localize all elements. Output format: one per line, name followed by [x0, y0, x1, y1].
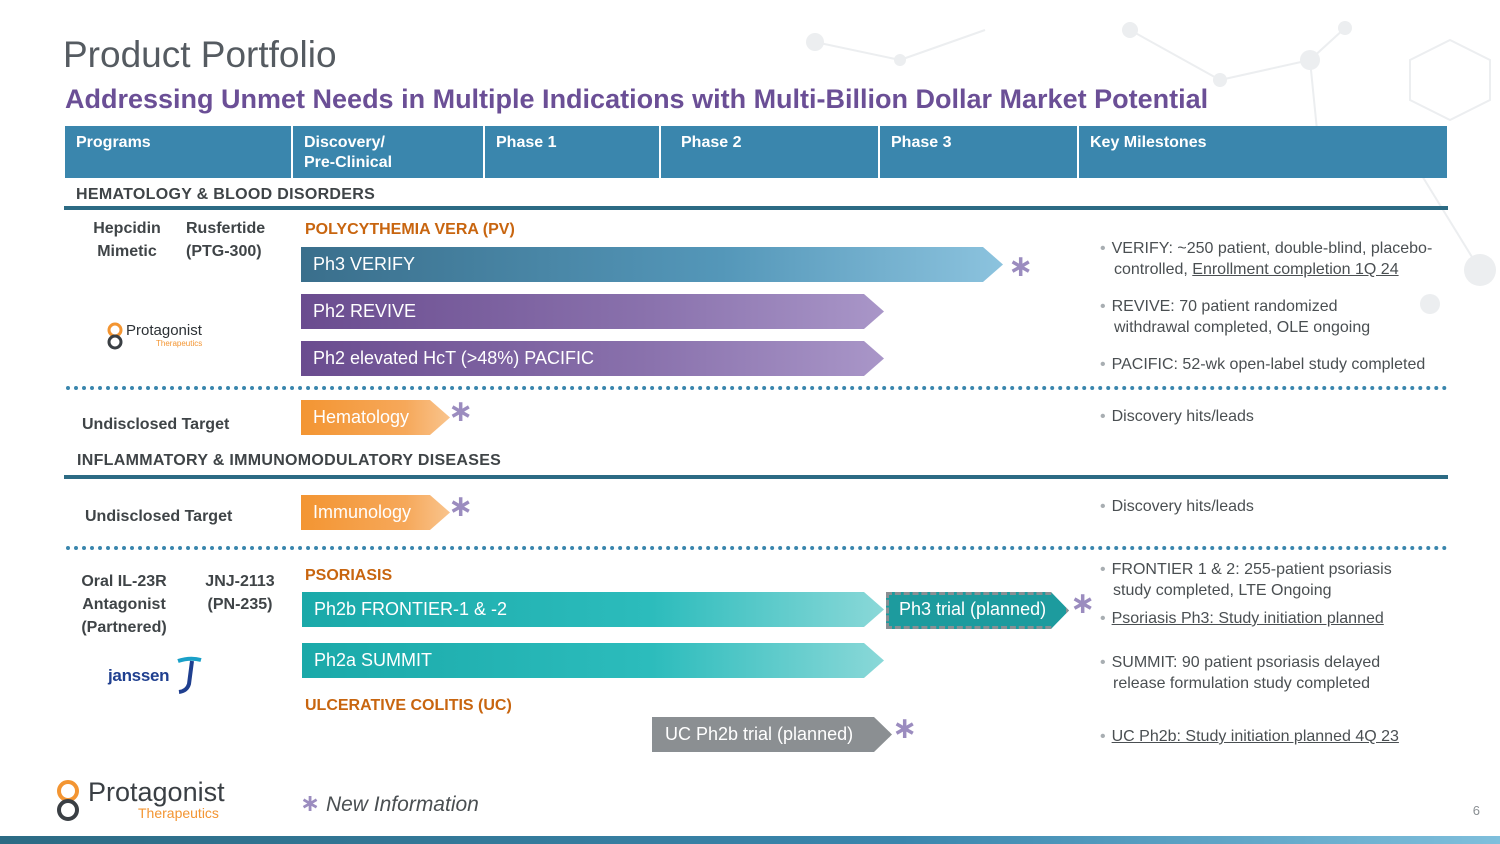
- bullet-icon: •: [1100, 498, 1106, 515]
- bar-ph2b-frontier: Ph2b FRONTIER-1 & -2: [302, 592, 884, 627]
- section-hematology: HEMATOLOGY & BLOOD DISORDERS: [76, 186, 375, 204]
- milestone-heme-discovery-text: Discovery hits/leads: [1112, 408, 1254, 425]
- milestone-frontier-line1: FRONTIER 1 & 2: 255-patient psoriasis: [1112, 561, 1392, 578]
- bar-hematology-discovery: Hematology: [301, 400, 450, 435]
- janssen-logo: janssen: [108, 656, 208, 696]
- milestone-verify-line2b: Enrollment completion 1Q 24: [1192, 261, 1398, 278]
- header-discovery-line2: Pre-Clinical: [304, 153, 472, 173]
- header-phase3: Phase 3: [880, 126, 1077, 178]
- milestone-verify-line2a: controlled,: [1114, 261, 1192, 278]
- bar-ph3-planned: Ph3 trial (planned): [886, 592, 1069, 629]
- janssen-mark-icon: [174, 656, 204, 696]
- bar-immunology-discovery: Immunology: [301, 495, 450, 530]
- footnote: ∗ New Information: [300, 789, 479, 818]
- protagonist-mark-icon: [52, 778, 84, 824]
- milestone-frontier-line2: study completed, LTE Ongoing: [1100, 580, 1480, 601]
- page-number: 6: [1473, 803, 1480, 818]
- footer-logo-text: Protagonist: [88, 777, 225, 808]
- program-undisclosed-inflam: Undisclosed Target: [85, 505, 232, 528]
- footnote-text: New Information: [326, 793, 479, 816]
- milestone-summit: • SUMMIT: 90 patient psoriasis delayed re…: [1100, 652, 1480, 694]
- bullet-icon: •: [1100, 408, 1106, 425]
- program-jnj2113: JNJ-2113 (PN-235): [196, 570, 284, 616]
- program-undisclosed-heme: Undisclosed Target: [82, 413, 229, 436]
- program-jnj2113-line1: JNJ-2113: [196, 570, 284, 593]
- program-jnj2113-line2: (PN-235): [196, 593, 284, 616]
- header-discovery-line1: Discovery/: [304, 133, 472, 153]
- page-subtitle: Addressing Unmet Needs in Multiple Indic…: [65, 84, 1208, 115]
- bar-ph2a-summit: Ph2a SUMMIT: [302, 643, 884, 678]
- footer-logo-sub: Therapeutics: [138, 805, 219, 821]
- new-info-star-icon: ∗: [300, 790, 320, 817]
- bar-uc-ph2b-planned: UC Ph2b trial (planned): [652, 717, 892, 752]
- milestone-pacific: • PACIFIC: 52-wk open-label study complet…: [1100, 354, 1480, 375]
- milestone-psoriasis-ph3: • Psoriasis Ph3: Study initiation planned: [1100, 608, 1384, 629]
- program-rusfertide-line1: Rusfertide: [186, 217, 276, 240]
- program-il23r-line1: Oral IL-23R: [75, 570, 173, 593]
- section-inflammatory: INFLAMMATORY & IMMUNOMODULATORY DISEASES: [77, 452, 501, 470]
- bar-ph2-pacific: Ph2 elevated HcT (>48%) PACIFIC: [301, 341, 884, 376]
- indication-uc: ULCERATIVE COLITIS (UC): [305, 697, 512, 715]
- milestone-verify-line1: VERIFY: ~250 patient, double-blind, plac…: [1112, 240, 1433, 257]
- milestone-pacific-text: PACIFIC: 52-wk open-label study complete…: [1112, 356, 1426, 373]
- page-title: Product Portfolio: [63, 34, 337, 76]
- bullet-icon: •: [1100, 298, 1106, 315]
- milestone-frontier: • FRONTIER 1 & 2: 255-patient psoriasis s…: [1100, 559, 1480, 601]
- program-il23r-line2: Antagonist: [75, 593, 173, 616]
- milestone-revive-line2: withdrawal completed, OLE ongoing: [1100, 317, 1480, 338]
- program-rusfertide-line2: (PTG-300): [186, 240, 276, 263]
- protagonist-logo-footer: Protagonist Therapeutics: [52, 778, 252, 824]
- section-divider: [64, 475, 1448, 479]
- new-info-star-icon: ∗: [1008, 252, 1033, 282]
- dotted-divider: [66, 546, 1448, 550]
- milestone-uc-text: UC Ph2b: Study initiation planned 4Q 23: [1112, 728, 1399, 745]
- bullet-icon: •: [1100, 654, 1106, 671]
- protagonist-mark-icon: [104, 321, 126, 351]
- new-info-star-icon: ∗: [1070, 589, 1095, 619]
- section-divider: [64, 206, 1448, 210]
- milestone-inflam-discovery: • Discovery hits/leads: [1100, 496, 1254, 517]
- milestone-uc: • UC Ph2b: Study initiation planned 4Q 23: [1100, 726, 1399, 747]
- indication-pv: POLYCYTHEMIA VERA (PV): [305, 221, 515, 239]
- milestone-inflam-discovery-text: Discovery hits/leads: [1112, 498, 1254, 515]
- protagonist-logo-sub: Therapeutics: [156, 339, 202, 348]
- header-phase2: Phase 2: [661, 126, 878, 178]
- milestone-summit-line2: release formulation study completed: [1100, 673, 1480, 694]
- header-phase1: Phase 1: [485, 126, 659, 178]
- program-hepcidin: Hepcidin Mimetic: [84, 217, 170, 263]
- header-milestones: Key Milestones: [1079, 126, 1447, 178]
- bullet-icon: •: [1100, 610, 1106, 627]
- bullet-icon: •: [1100, 561, 1106, 578]
- header-programs: Programs: [65, 126, 291, 178]
- milestone-revive-line1: REVIVE: 70 patient randomized: [1112, 298, 1338, 315]
- program-hepcidin-line2: Mimetic: [84, 240, 170, 263]
- footer-bar: [0, 836, 1500, 844]
- bar-ph2-revive: Ph2 REVIVE: [301, 294, 884, 329]
- protagonist-logo-text: Protagonist: [126, 322, 202, 339]
- bullet-icon: •: [1100, 240, 1106, 257]
- bullet-icon: •: [1100, 728, 1106, 745]
- header-discovery: Discovery/ Pre-Clinical: [293, 126, 483, 178]
- milestone-heme-discovery: • Discovery hits/leads: [1100, 406, 1254, 427]
- bar-ph3-verify: Ph3 VERIFY: [301, 247, 1003, 282]
- protagonist-logo-small: Protagonist Therapeutics: [104, 321, 224, 351]
- janssen-logo-text: janssen: [108, 666, 169, 686]
- dotted-divider: [66, 386, 1448, 390]
- milestone-psoriasis-ph3-text: Psoriasis Ph3: Study initiation planned: [1112, 610, 1384, 627]
- program-rusfertide: Rusfertide (PTG-300): [186, 217, 276, 263]
- indication-psoriasis: PSORIASIS: [305, 567, 392, 585]
- milestone-revive: • REVIVE: 70 patient randomized withdrawa…: [1100, 296, 1480, 338]
- program-il23r: Oral IL-23R Antagonist (Partnered): [75, 570, 173, 639]
- new-info-star-icon: ∗: [448, 492, 473, 522]
- new-info-star-icon: ∗: [448, 397, 473, 427]
- program-il23r-line3: (Partnered): [75, 616, 173, 639]
- bullet-icon: •: [1100, 356, 1106, 373]
- program-hepcidin-line1: Hepcidin: [84, 217, 170, 240]
- milestone-summit-line1: SUMMIT: 90 patient psoriasis delayed: [1112, 654, 1381, 671]
- milestone-verify: • VERIFY: ~250 patient, double-blind, pla…: [1100, 238, 1480, 280]
- new-info-star-icon: ∗: [892, 714, 917, 744]
